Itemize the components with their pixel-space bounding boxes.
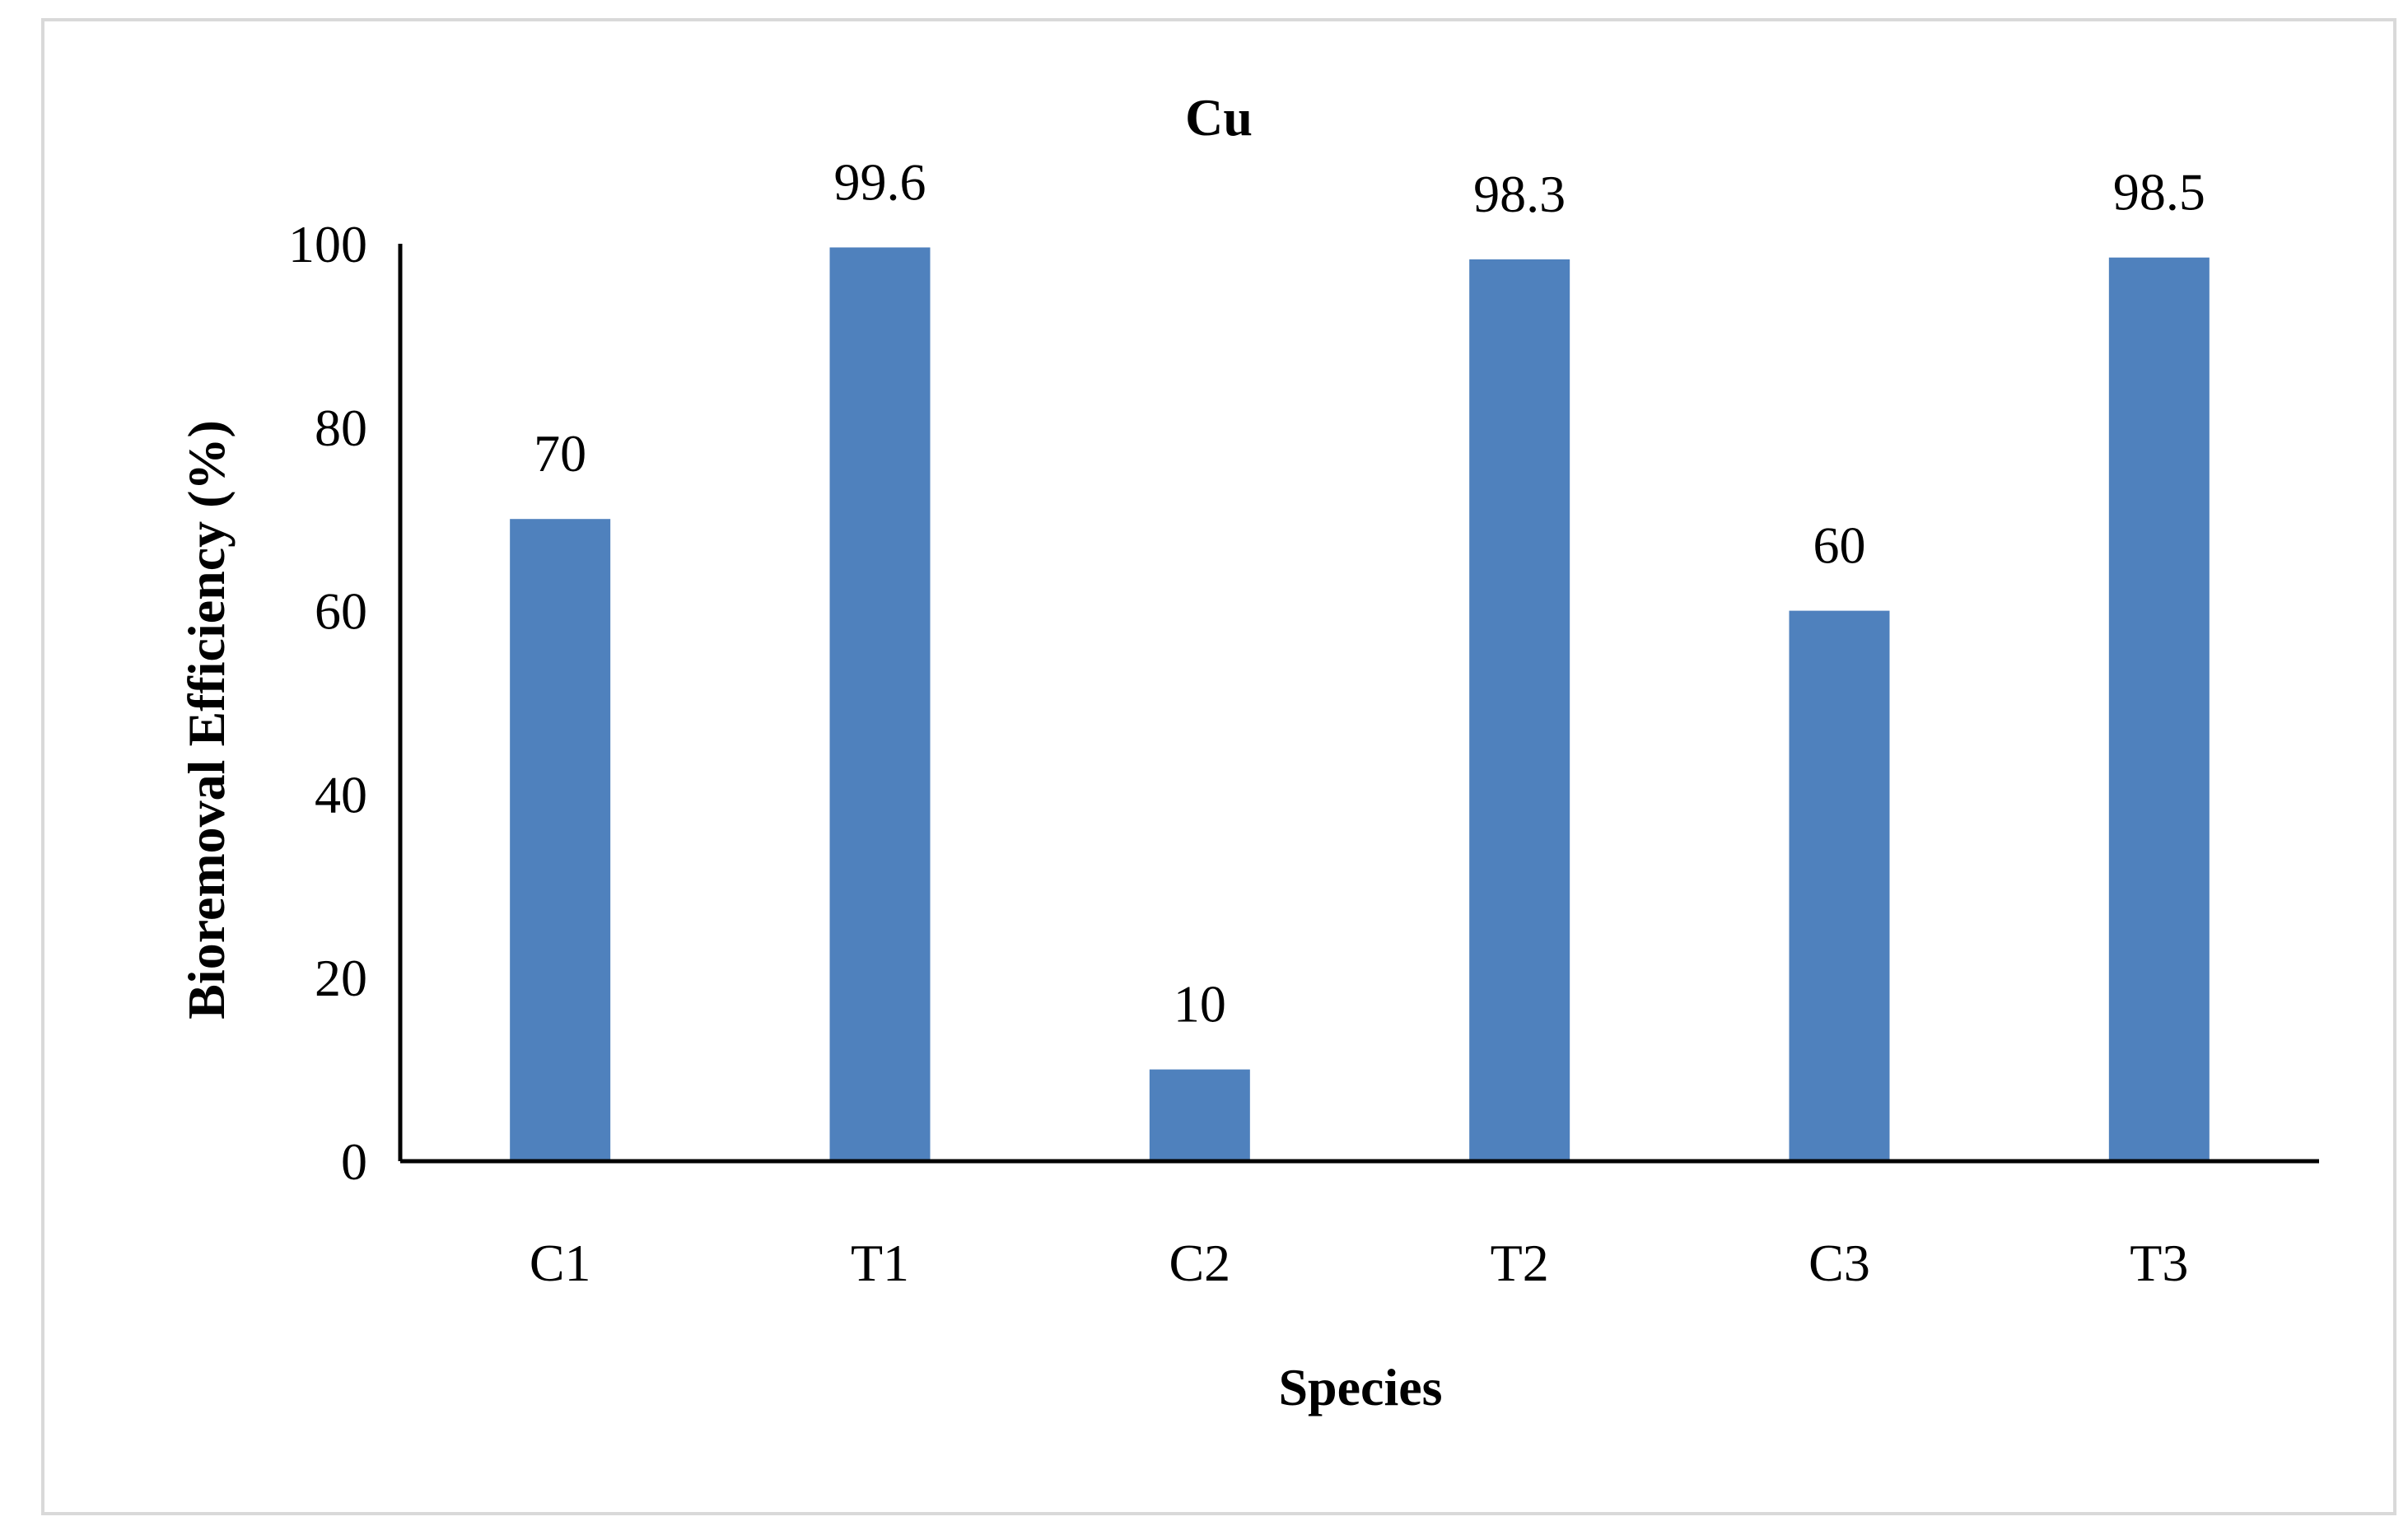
chart-frame: Cu Bioremoval Efficiency (%) Species 0 20…	[41, 18, 2396, 1515]
data-label-t2: 98.3	[1473, 165, 1566, 223]
bar-c3	[1789, 610, 1890, 1161]
data-label-t3: 98.5	[2113, 163, 2205, 222]
data-label-c2: 10	[1174, 975, 1226, 1034]
x-tick-label-t3: T3	[2130, 1234, 2188, 1292]
y-axis-label: Bioremoval Efficiency (%)	[177, 420, 236, 1020]
y-tick-label: 80	[315, 399, 367, 457]
bar-t2	[1469, 259, 1570, 1161]
bar-t1	[829, 247, 931, 1161]
bar-chart: Cu Bioremoval Efficiency (%) Species 0 20…	[177, 88, 2319, 1416]
data-label-t1: 99.6	[834, 152, 926, 211]
plot-area: 0 20 40 60 80 100 C1 T1 C2 T2 C3 T3 70 99.6 10 98.3 60 98…	[288, 152, 2319, 1292]
x-tick-label-t2: T2	[1491, 1234, 1549, 1292]
y-tick-label: 60	[315, 582, 367, 641]
bar-c2	[1149, 1069, 1250, 1161]
y-tick-label: 0	[341, 1132, 367, 1191]
bar-c1	[510, 519, 611, 1161]
y-tick-label: 40	[315, 765, 367, 824]
x-tick-label-c1: C1	[530, 1234, 591, 1292]
y-tick-label: 100	[288, 215, 367, 273]
x-tick-label-c3: C3	[1808, 1234, 1870, 1292]
x-tick-label-t1: T1	[851, 1234, 909, 1292]
chart-title: Cu	[1185, 88, 1253, 147]
y-tick-label: 20	[315, 949, 367, 1007]
data-label-c1: 70	[534, 424, 586, 483]
bar-t3	[2108, 257, 2210, 1162]
x-tick-label-c2: C2	[1169, 1234, 1230, 1292]
x-axis-label: Species	[1278, 1358, 1442, 1416]
data-label-c3: 60	[1813, 516, 1866, 575]
